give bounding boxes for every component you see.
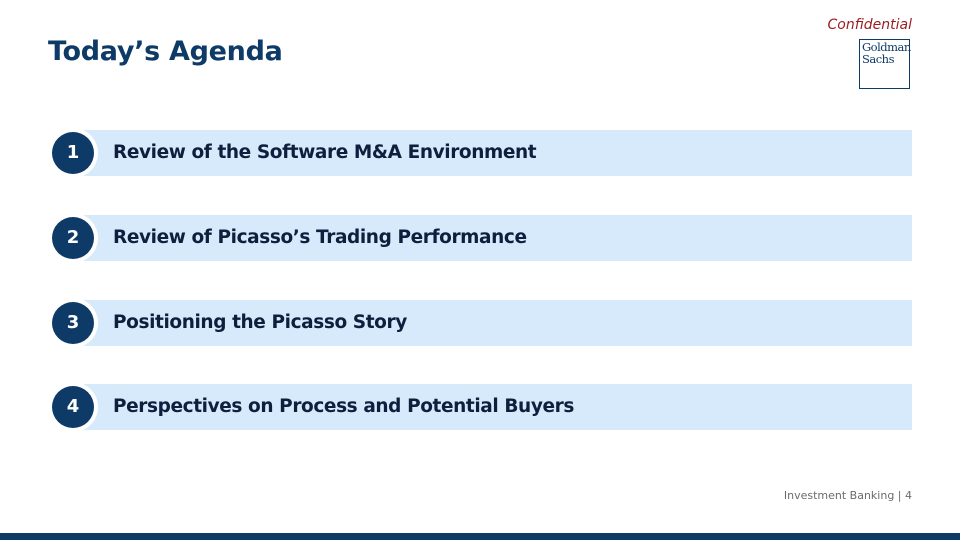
agenda-item-4: 4 Perspectives on Process and Potential … [48,382,912,432]
agenda-item-1: 1 Review of the Software M&A Environment [48,128,912,178]
agenda-item-bar [82,215,912,261]
footer-page-label: Investment Banking | 4 [783,489,912,502]
logo-line-2: Sachs [862,52,894,66]
agenda-item-label: Perspectives on Process and Potential Bu… [113,396,574,417]
agenda-item-2: 2 Review of Picasso’s Trading Performanc… [48,213,912,263]
agenda-item-bar [82,384,912,430]
bottom-accent-bar [0,533,960,540]
agenda-number-badge: 4 [52,386,94,428]
agenda-number-badge: 2 [52,217,94,259]
agenda-number-badge: 3 [52,302,94,344]
agenda-number-badge: 1 [52,132,94,174]
agenda-item-bar [82,130,912,176]
page-title: Today’s Agenda [48,36,283,67]
confidential-label: Confidential [827,17,912,33]
logo-line-1: Goldman [862,40,911,54]
agenda-item-bar [82,300,912,346]
agenda-item-label: Review of Picasso’s Trading Performance [113,227,527,248]
agenda-item-label: Positioning the Picasso Story [113,312,407,333]
agenda-item-label: Review of the Software M&A Environment [113,142,537,163]
goldman-sachs-logo: Goldman Sachs [859,39,911,89]
agenda-item-3: 3 Positioning the Picasso Story [48,298,912,348]
